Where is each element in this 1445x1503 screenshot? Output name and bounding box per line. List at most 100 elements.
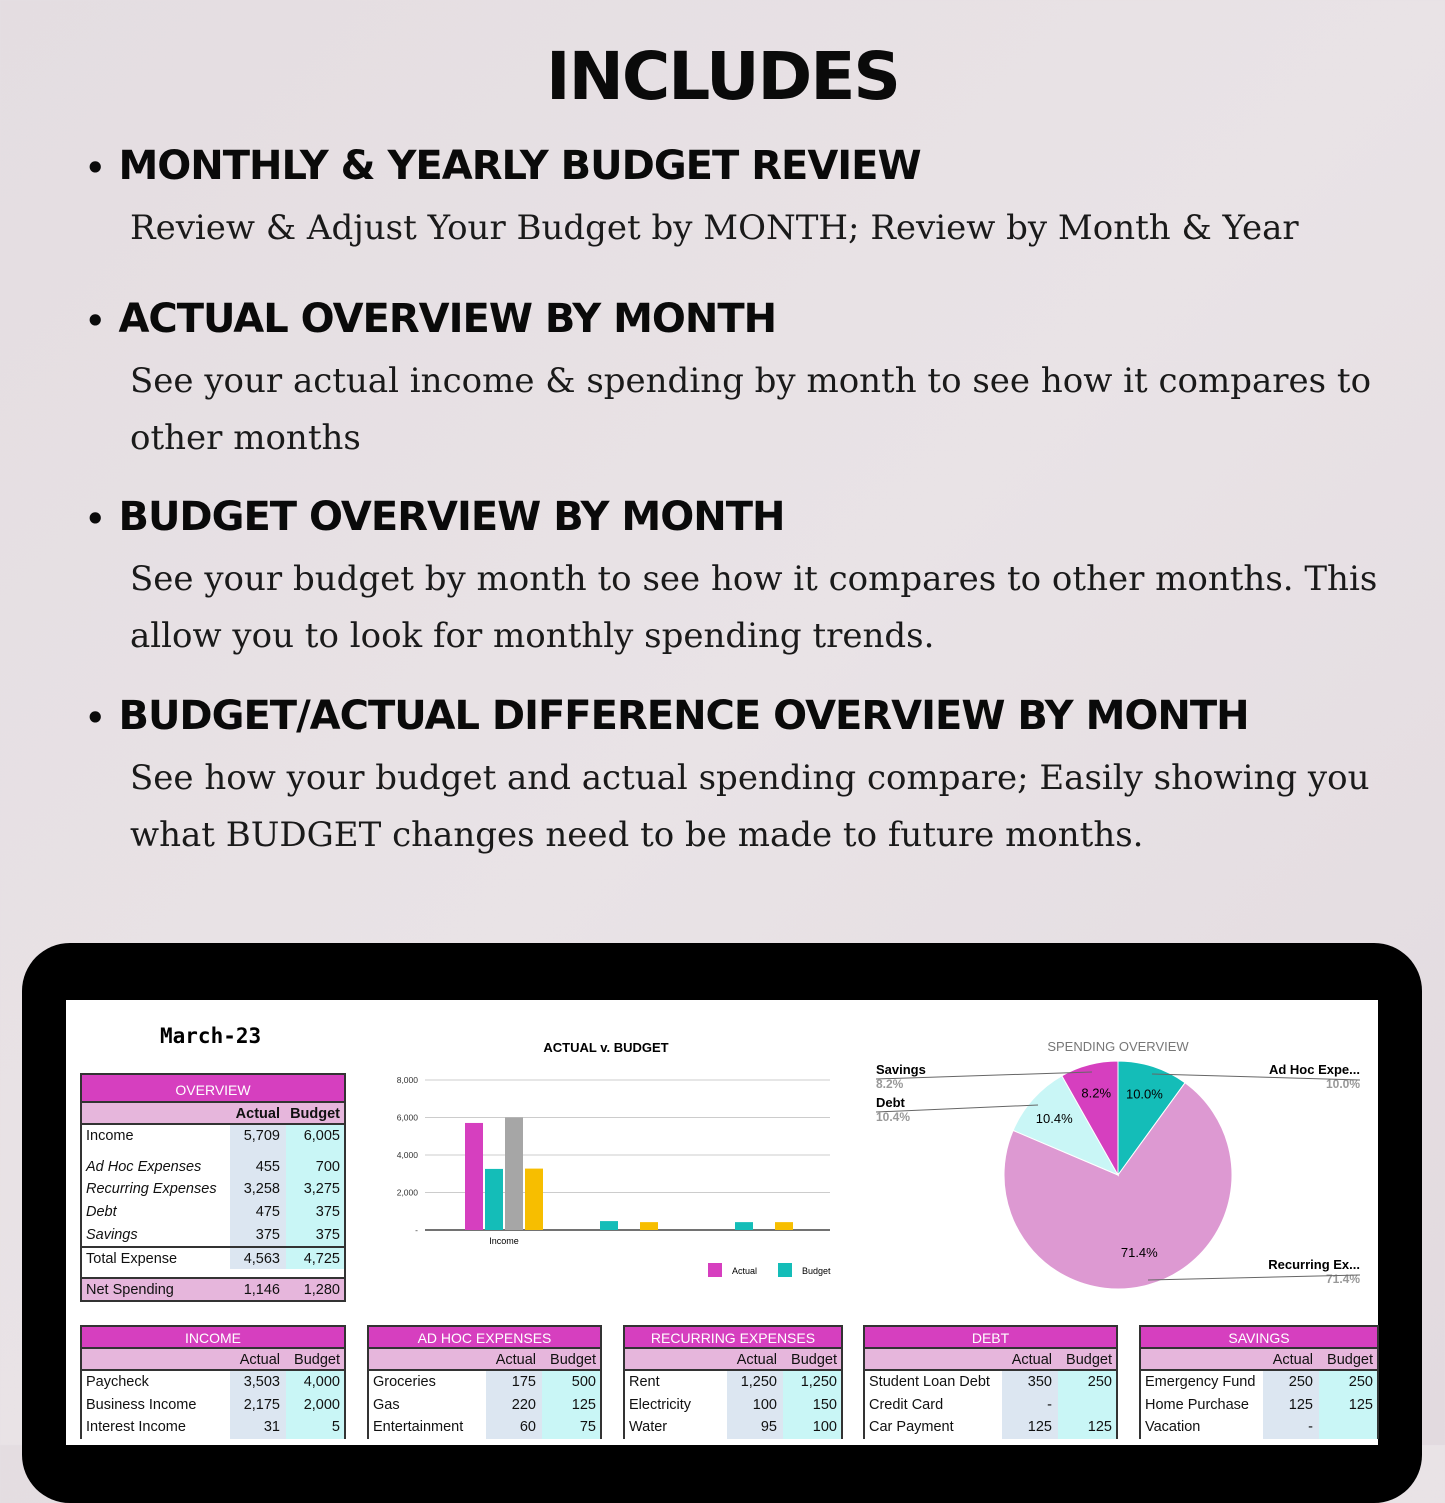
- actual-value: 31: [230, 1416, 286, 1440]
- table-row: Business Income 2,175 2,000: [82, 1393, 344, 1417]
- row-label: Credit Card: [869, 1396, 944, 1413]
- row-label: Ad Hoc Expenses: [86, 1158, 202, 1175]
- bar-budget: [600, 1221, 618, 1230]
- actual-value: 220: [486, 1393, 542, 1417]
- actual-value: 125: [1002, 1416, 1058, 1440]
- budget-value: 2,000: [286, 1393, 344, 1417]
- month-label: March-23: [160, 1024, 262, 1048]
- debt-table: DEBT Actual Budget Student Loan Debt 350 250 C…: [863, 1325, 1118, 1440]
- col-budget: Budget: [550, 1352, 596, 1368]
- col-actual: Actual: [239, 1352, 280, 1368]
- actual-value: 350: [1002, 1371, 1058, 1394]
- budget-value: 150: [783, 1393, 841, 1417]
- callout-label: Savings: [876, 1062, 926, 1077]
- actual-value: 1,146: [243, 1282, 280, 1299]
- pie-slice-3: [1061, 1060, 1119, 1177]
- table-row: Entertainment 60 75: [369, 1416, 600, 1440]
- budget-value: 250: [1319, 1371, 1377, 1394]
- budget-value: 250: [1058, 1371, 1116, 1394]
- actual-vs-budget-chart: ACTUAL v. BUDGET 8,000 6,000 4,000 2,000 - Inc…: [397, 1040, 831, 1277]
- table-title: INCOME: [82, 1327, 344, 1349]
- page-title: INCLUDES: [546, 38, 901, 115]
- actual-value: 3,503: [230, 1371, 286, 1394]
- row-label: Business Income: [86, 1396, 197, 1413]
- row-label: Electricity: [629, 1396, 692, 1413]
- table-row: Credit Card -: [865, 1393, 1116, 1417]
- table-row: Gas 220 125: [369, 1393, 600, 1417]
- row-label: Debt: [86, 1204, 117, 1221]
- callout-line: [875, 1071, 1093, 1080]
- pie-slice-2: [1012, 1075, 1120, 1177]
- col-budget: Budget: [1327, 1352, 1373, 1368]
- section-monthly-yearly: MONTHLY & YEARLY BUDGET REVIEW Review & A…: [85, 142, 1425, 257]
- row-label: Income: [86, 1128, 134, 1144]
- actual-value: 95: [727, 1416, 783, 1440]
- table-row: Interest Income 31 5: [82, 1416, 344, 1440]
- section-heading: MONTHLY & YEARLY BUDGET REVIEW: [85, 142, 1425, 192]
- table-title: OVERVIEW: [82, 1075, 344, 1103]
- col-budget: Budget: [791, 1352, 837, 1368]
- budget-value: 4,725: [286, 1248, 344, 1270]
- recurring-expenses-table: RECURRING EXPENSES Actual Budget Rent 1,250 1…: [623, 1325, 843, 1440]
- col-actual: Actual: [736, 1352, 777, 1368]
- row-label: Car Payment: [869, 1419, 954, 1436]
- row-label: Total Expense: [86, 1251, 178, 1268]
- table-row: Car Payment 125 125: [865, 1416, 1116, 1440]
- budget-value: [1058, 1393, 1116, 1417]
- callout-label: Recurring Ex...: [1268, 1257, 1360, 1272]
- table-row: Recurring Expenses 3,258 3,275: [82, 1178, 344, 1202]
- table-title: AD HOC EXPENSES: [369, 1327, 600, 1349]
- bar-series3: [775, 1222, 793, 1230]
- actual-value: 475: [230, 1201, 286, 1224]
- slice-pct-label: 10.4%: [1036, 1111, 1073, 1126]
- budget-value: 75: [542, 1416, 600, 1440]
- actual-value: -: [1263, 1416, 1319, 1440]
- callout-pct: 8.2%: [876, 1077, 904, 1091]
- chart-title: ACTUAL v. BUDGET: [543, 1040, 668, 1055]
- budget-value: 700: [286, 1155, 344, 1179]
- col-actual: Actual: [1272, 1352, 1313, 1368]
- section-budget-overview: BUDGET OVERVIEW BY MONTH See your budget …: [85, 493, 1425, 665]
- budget-value: 6,005: [286, 1125, 344, 1148]
- budget-value: 5: [286, 1416, 344, 1440]
- section-heading: BUDGET/ACTUAL DIFFERENCE OVERVIEW BY MON…: [85, 692, 1425, 742]
- row-label: Paycheck: [86, 1374, 149, 1390]
- table-row: Vacation -: [1141, 1416, 1377, 1440]
- table-row: Ad Hoc Expenses 455 700: [82, 1155, 344, 1179]
- actual-value: 5,709: [230, 1125, 286, 1148]
- table-row: Net Spending 1,146 1,280: [82, 1277, 344, 1300]
- table-row: Paycheck 3,503 4,000: [82, 1371, 344, 1394]
- col-budget: Budget: [290, 1106, 340, 1122]
- callout-pct: 10.4%: [876, 1110, 910, 1124]
- actual-value: 250: [1263, 1371, 1319, 1394]
- row-label: Groceries: [373, 1374, 436, 1390]
- legend-label: Budget: [802, 1266, 831, 1276]
- y-tick-label: 6,000: [397, 1113, 419, 1123]
- actual-value: 125: [1263, 1393, 1319, 1417]
- budget-value: 375: [286, 1223, 344, 1247]
- budget-value: 1,280: [303, 1282, 340, 1299]
- col-actual: Actual: [495, 1352, 536, 1368]
- overview-table: OVERVIEW Actual Budget Income 5,709 6,005 Ad H…: [80, 1073, 346, 1302]
- callout-pct: 71.4%: [1326, 1272, 1360, 1286]
- column-header-row: Actual Budget: [369, 1349, 600, 1371]
- table-row: Debt 475 375: [82, 1201, 344, 1224]
- bar-series2: [505, 1117, 523, 1230]
- table-row: Emergency Fund 250 250: [1141, 1371, 1377, 1394]
- legend-label: Actual: [732, 1266, 757, 1276]
- table-row: Savings 375 375: [82, 1223, 344, 1247]
- row-label: Emergency Fund: [1145, 1374, 1256, 1390]
- y-tick-label: 4,000: [397, 1150, 419, 1160]
- row-label: Gas: [373, 1396, 400, 1413]
- actual-value: -: [1002, 1393, 1058, 1417]
- table-row: Electricity 100 150: [625, 1393, 841, 1417]
- row-label: Water: [629, 1419, 668, 1436]
- column-header-row: Actual Budget: [82, 1103, 344, 1125]
- table-title: RECURRING EXPENSES: [625, 1327, 841, 1349]
- section-actual-overview: ACTUAL OVERVIEW BY MONTH See your actual …: [85, 295, 1425, 467]
- col-budget: Budget: [294, 1352, 340, 1368]
- row-label: Interest Income: [86, 1419, 186, 1436]
- actual-value: 4,563: [230, 1248, 286, 1270]
- bar-actual: [465, 1122, 483, 1230]
- budget-value: 1,250: [783, 1371, 841, 1394]
